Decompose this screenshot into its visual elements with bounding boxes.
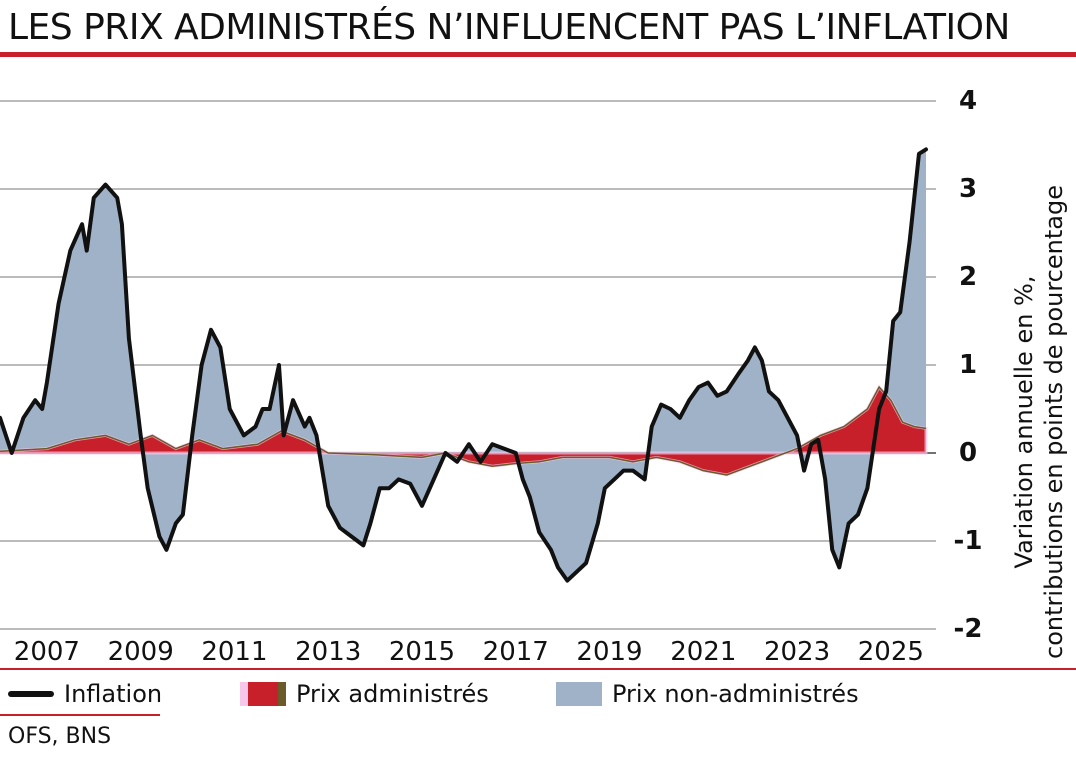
chart-title: LES PRIX ADMINISTRÉS N’INFLUENCENT PAS L… bbox=[8, 7, 1010, 48]
legend-swatch-icon bbox=[240, 682, 286, 706]
legend-item-administered: Prix administrés bbox=[240, 674, 489, 714]
x-tick-label: 2023 bbox=[764, 637, 830, 667]
x-tick-label: 2025 bbox=[858, 637, 924, 667]
legend-rule-top bbox=[0, 668, 1076, 670]
legend-label-administered: Prix administrés bbox=[296, 680, 489, 708]
x-tick-label: 2013 bbox=[295, 637, 361, 667]
y-tick-label: 0 bbox=[959, 438, 977, 468]
non-administered-area bbox=[0, 149, 926, 581]
inflation-line-group bbox=[0, 147, 928, 583]
x-tick-label: 2017 bbox=[483, 637, 549, 667]
y-tick-label: 2 bbox=[959, 262, 977, 292]
source-rule bbox=[0, 714, 160, 716]
title-rule bbox=[0, 52, 1076, 57]
x-tick-label: 2019 bbox=[576, 637, 642, 667]
source-label: OFS, BNS bbox=[8, 724, 112, 749]
legend-label-non-administered: Prix non-administrés bbox=[612, 680, 859, 708]
x-tick-label: 2021 bbox=[670, 637, 736, 667]
legend-item-inflation: Inflation bbox=[8, 674, 162, 714]
areas bbox=[0, 149, 928, 581]
x-tick-label: 2015 bbox=[389, 637, 455, 667]
y-tick-label: -1 bbox=[954, 526, 983, 556]
y-tick-label: 3 bbox=[959, 174, 977, 204]
legend-label-inflation: Inflation bbox=[64, 680, 163, 708]
x-tick-label: 2009 bbox=[108, 637, 174, 667]
x-tick-label: 2007 bbox=[14, 637, 80, 667]
y-axis-label: Variation annuelle en %,contributions en… bbox=[1010, 185, 1068, 659]
legend-item-non-administered: Prix non-administrés bbox=[556, 674, 859, 714]
y-tick-label: 1 bbox=[959, 350, 977, 380]
y-tick-label: 4 bbox=[959, 86, 977, 116]
legend: Inflation Prix administrés Prix non-admi… bbox=[0, 674, 1076, 714]
x-tick-label: 2011 bbox=[201, 637, 267, 667]
y-ticks: 4 3 2 1 0 -1 -2 bbox=[954, 86, 983, 644]
y-tick-label: -2 bbox=[954, 614, 983, 644]
x-ticks: 2007 2009 2011 2013 2015 2017 2019 2021 2023 2025 bbox=[14, 637, 924, 667]
gridlines bbox=[0, 100, 936, 630]
inflation-line bbox=[0, 147, 928, 583]
legend-line-icon bbox=[8, 691, 54, 697]
legend-swatch-icon bbox=[556, 682, 602, 706]
administered-edge bbox=[0, 385, 927, 476]
